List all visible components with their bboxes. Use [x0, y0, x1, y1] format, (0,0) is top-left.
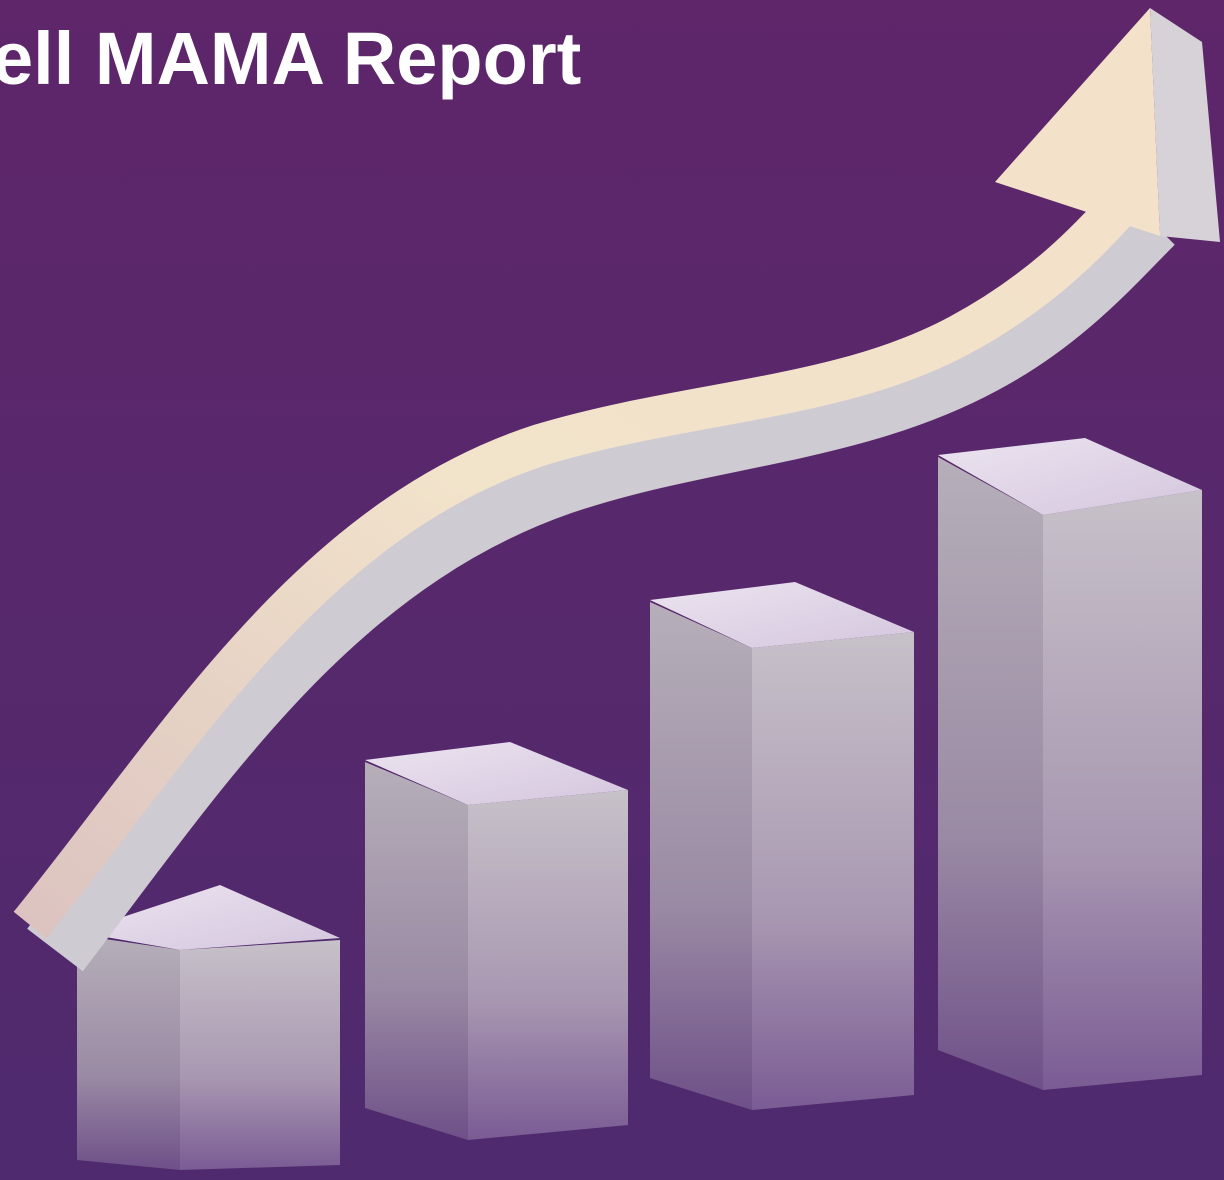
bar-3 [650, 582, 914, 1110]
title: ell MAMA Report [0, 17, 581, 100]
page: ell MAMA Report (() => { const data = JS… [0, 0, 1224, 1180]
bar-1 [77, 885, 340, 1170]
banner: ell MAMA Report [0, 0, 1224, 1180]
bar-4 [938, 438, 1202, 1090]
bar-2 [365, 742, 628, 1140]
